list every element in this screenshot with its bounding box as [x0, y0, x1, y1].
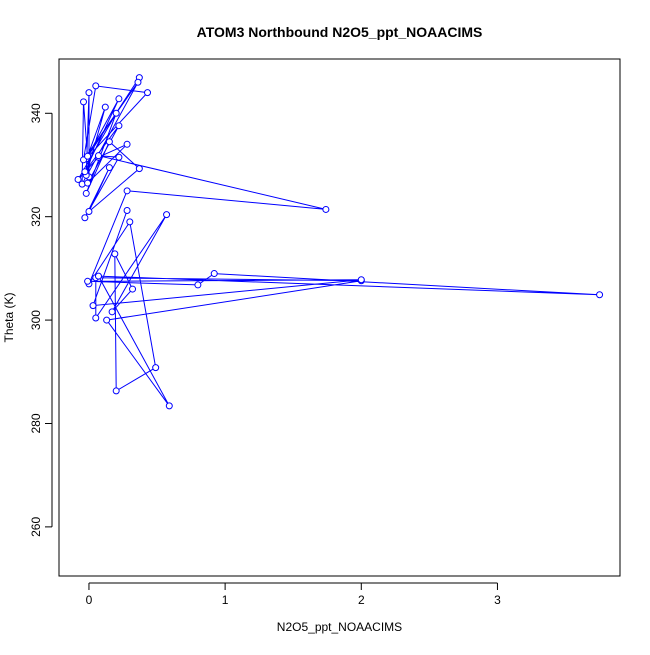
- data-point: [152, 364, 160, 372]
- data-point: [115, 153, 123, 161]
- data-point: [135, 165, 143, 173]
- data-point: [94, 152, 102, 160]
- data-point: [123, 206, 131, 214]
- data-point: [84, 277, 92, 285]
- data-point: [105, 138, 113, 146]
- plot-frame: [58, 58, 621, 577]
- data-point: [85, 89, 93, 97]
- x-axis-label: N2O5_ppt_NOAACIMS: [277, 620, 402, 634]
- x-tick-label: 3: [494, 593, 501, 607]
- x-tick-label: 1: [222, 593, 229, 607]
- data-point: [94, 272, 102, 280]
- data-point: [74, 175, 82, 183]
- data-point: [84, 179, 92, 187]
- data-point: [84, 152, 92, 160]
- data-point: [85, 208, 93, 216]
- data-point: [123, 140, 131, 148]
- y-axis: 260 280 300 320 340: [29, 103, 53, 537]
- data-point: [126, 218, 134, 226]
- data-point: [112, 387, 120, 395]
- data-point: [111, 250, 119, 258]
- data-point: [81, 214, 89, 222]
- x-tick-label: 2: [358, 593, 365, 607]
- y-tick-label: 280: [29, 413, 43, 433]
- data-point: [194, 281, 202, 289]
- data-point: [357, 276, 365, 284]
- y-tick-label: 340: [29, 103, 43, 123]
- x-tick-label: 0: [86, 593, 93, 607]
- data-point: [101, 103, 109, 111]
- data-point: [92, 314, 100, 322]
- data-point: [210, 270, 218, 278]
- data-point: [80, 98, 88, 106]
- data-point: [163, 211, 171, 219]
- chart-title: ATOM3 Northbound N2O5_ppt_NOAACIMS: [197, 24, 483, 40]
- data-point: [144, 89, 152, 97]
- data-point: [115, 122, 123, 130]
- y-axis-label: Theta (K): [2, 292, 16, 342]
- data-series: [74, 74, 604, 410]
- data-point: [129, 285, 137, 293]
- data-point: [81, 168, 89, 176]
- data-point: [596, 291, 604, 299]
- data-point: [82, 189, 90, 197]
- y-tick-label: 320: [29, 206, 43, 226]
- data-point: [165, 402, 173, 410]
- data-point: [134, 78, 142, 86]
- data-point: [89, 302, 97, 310]
- series-line: [77, 77, 600, 407]
- data-point: [112, 109, 120, 117]
- data-point: [108, 308, 116, 316]
- data-point: [123, 187, 131, 195]
- data-point: [105, 164, 113, 172]
- y-tick-label: 260: [29, 517, 43, 537]
- data-point: [322, 205, 330, 213]
- data-point: [92, 82, 100, 90]
- data-point: [115, 95, 123, 103]
- y-tick-label: 300: [29, 310, 43, 330]
- data-point: [103, 316, 111, 324]
- x-axis: 0 1 2 3: [86, 582, 501, 607]
